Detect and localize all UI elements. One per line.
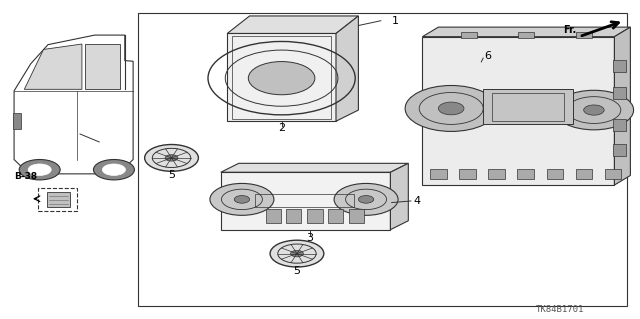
Bar	[307, 209, 323, 223]
Bar	[328, 209, 343, 223]
Circle shape	[145, 145, 198, 171]
Bar	[349, 209, 364, 223]
Bar	[483, 89, 573, 124]
Bar	[460, 169, 476, 179]
Bar	[613, 119, 626, 131]
Circle shape	[334, 183, 398, 215]
Bar	[232, 36, 331, 119]
Polygon shape	[614, 27, 630, 185]
Bar	[613, 60, 626, 72]
Text: TK84B1701: TK84B1701	[536, 305, 584, 314]
Text: B-38: B-38	[14, 172, 37, 181]
Polygon shape	[227, 16, 358, 33]
Circle shape	[234, 196, 250, 203]
Bar	[13, 113, 21, 129]
Circle shape	[554, 90, 634, 130]
Bar	[266, 209, 281, 223]
Circle shape	[19, 160, 60, 180]
Text: Fr.: Fr.	[563, 25, 576, 35]
Bar	[518, 32, 534, 38]
Bar	[286, 209, 301, 223]
Circle shape	[291, 250, 303, 257]
Text: 2: 2	[278, 122, 285, 133]
Polygon shape	[422, 27, 630, 37]
Polygon shape	[85, 44, 120, 89]
Bar	[576, 32, 592, 38]
Polygon shape	[221, 172, 390, 230]
Circle shape	[102, 164, 125, 175]
Circle shape	[248, 62, 315, 95]
Circle shape	[165, 155, 178, 161]
Text: 3: 3	[307, 233, 313, 243]
Text: 4: 4	[413, 196, 421, 206]
Circle shape	[210, 183, 274, 215]
Circle shape	[93, 160, 134, 180]
Bar	[492, 93, 564, 121]
Bar	[605, 169, 621, 179]
Polygon shape	[24, 44, 82, 89]
Polygon shape	[221, 163, 408, 172]
Polygon shape	[336, 16, 358, 121]
Circle shape	[358, 196, 374, 203]
Bar	[547, 169, 563, 179]
Bar	[461, 32, 477, 38]
Bar	[430, 169, 447, 179]
Bar	[613, 144, 626, 156]
Circle shape	[584, 105, 604, 115]
Polygon shape	[14, 35, 133, 174]
Circle shape	[405, 85, 497, 131]
Polygon shape	[422, 37, 614, 185]
Bar	[576, 169, 593, 179]
Polygon shape	[474, 62, 492, 71]
Bar	[47, 192, 70, 207]
Circle shape	[438, 102, 464, 115]
Circle shape	[270, 240, 324, 267]
Bar	[255, 194, 354, 207]
Bar	[488, 169, 505, 179]
Text: 6: 6	[484, 51, 491, 61]
Bar	[138, 13, 627, 306]
Polygon shape	[390, 163, 408, 230]
Polygon shape	[227, 33, 336, 121]
Bar	[518, 169, 534, 179]
Text: 5: 5	[294, 265, 300, 276]
Bar	[613, 87, 626, 99]
Text: 1: 1	[392, 16, 399, 26]
Circle shape	[28, 164, 51, 175]
Text: 5: 5	[168, 170, 175, 180]
Bar	[38, 188, 77, 211]
